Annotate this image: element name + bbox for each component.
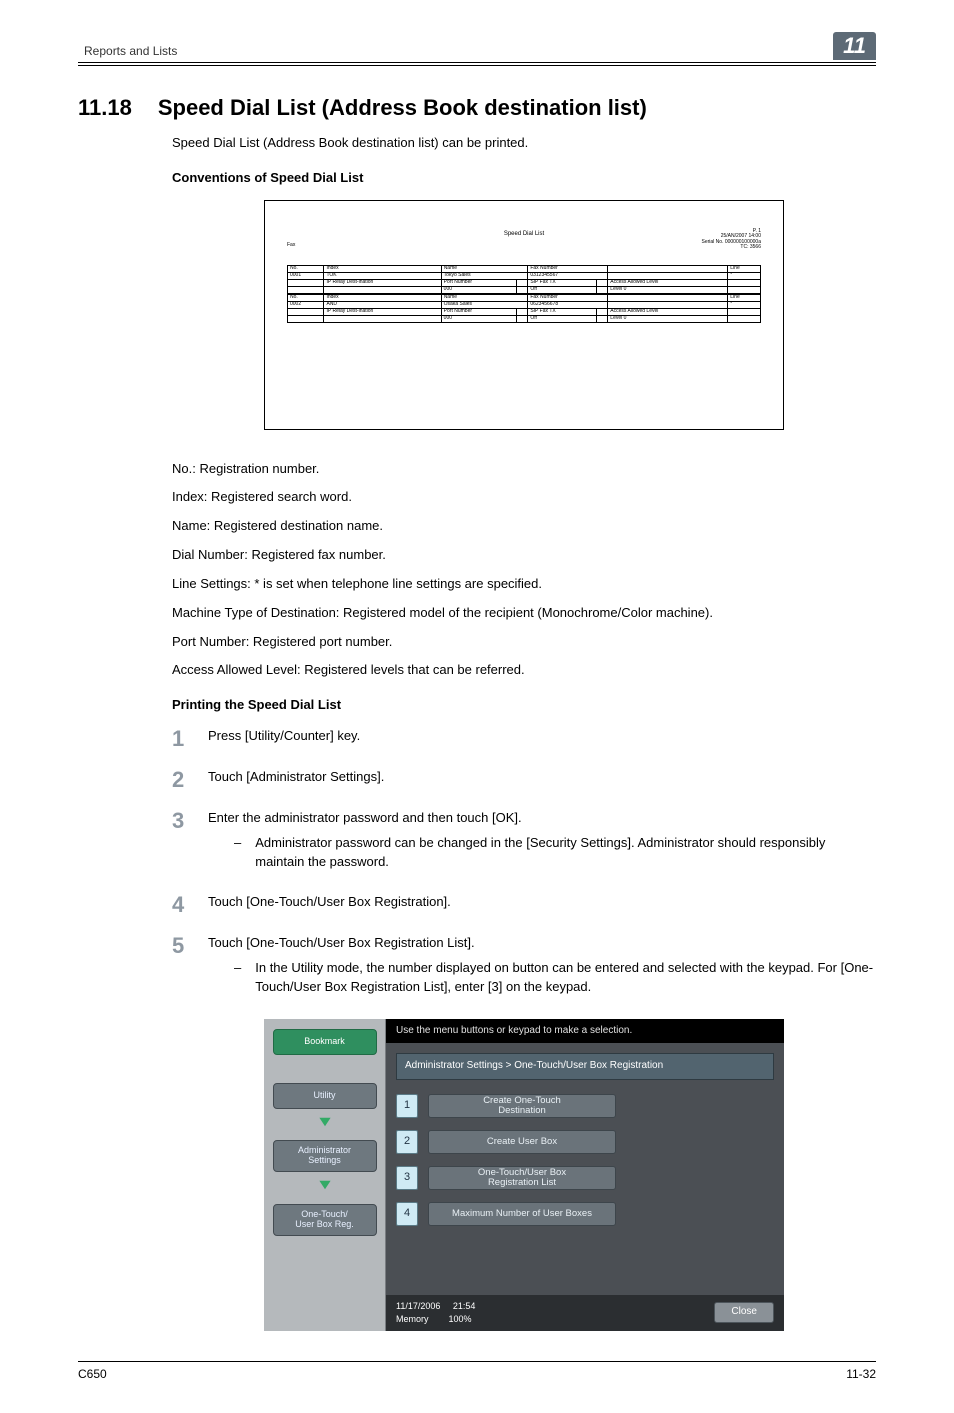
step-number: 4 [172,889,184,921]
def-line: Dial Number: Registered fax number. [172,546,876,565]
onetouch-reg-button[interactable]: One-Touch/ User Box Reg. [273,1204,377,1236]
step-3: 3 Enter the administrator password and t… [208,809,876,872]
chapter-badge: 11 [833,32,876,60]
report-title: Speed Dial List [287,231,761,238]
step-number: 5 [172,930,184,962]
def-line: Name: Registered destination name. [172,517,876,536]
printing-heading: Printing the Speed Dial List [172,696,876,715]
screenshot-sidebar: Bookmark Utility Administrator Settings … [264,1019,386,1331]
status-memory-pct: 100% [449,1314,472,1324]
step-4: 4 Touch [One-Touch/User Box Registration… [208,893,876,912]
step-text: Enter the administrator password and the… [208,810,522,825]
menu-number: 2 [396,1130,418,1154]
step-5: 5 Touch [One-Touch/User Box Registration… [208,934,876,997]
step-text: Touch [One-Touch/User Box Registration L… [208,935,475,950]
breadcrumb: Administrator Settings > One-Touch/User … [396,1053,774,1080]
step-text: Press [Utility/Counter] key. [208,728,360,743]
definitions-list: No.: Registration number. Index: Registe… [172,460,876,681]
status-time: 21:54 [453,1301,476,1311]
step-1: 1 Press [Utility/Counter] key. [208,727,876,746]
def-line: Index: Registered search word. [172,488,876,507]
def-line: No.: Registration number. [172,460,876,479]
footer-left: C650 [78,1366,107,1383]
report-table-2: No.IndexNameFax NumberLine 0002ANDOsaka … [287,294,761,323]
section-intro: Speed Dial List (Address Book destinatio… [172,134,876,153]
status-memory-label: Memory [396,1314,429,1324]
step-2: 2 Touch [Administrator Settings]. [208,768,876,787]
footer-right: 11-32 [846,1366,876,1383]
step-text: Touch [Administrator Settings]. [208,769,384,784]
arrow-down-icon [318,1178,332,1197]
menu-item-create-userbox[interactable]: Create User Box [428,1130,616,1154]
section-number: 11.18 [78,92,132,124]
menu-item-registration-list[interactable]: One-Touch/User Box Registration List [428,1166,616,1190]
device-screenshot: Bookmark Utility Administrator Settings … [264,1019,784,1331]
bookmark-button[interactable]: Bookmark [273,1029,377,1055]
report-preview: P. 1 25/AN/2007 14:00 Serial No. 0000001… [264,200,784,430]
menu-number: 1 [396,1094,418,1118]
step-number: 1 [172,723,184,755]
screenshot-instruction: Use the menu buttons or keypad to make a… [386,1019,784,1044]
dash-icon: – [234,959,241,997]
report-table-1: No.IndexNameFax NumberLine 0001TOKTokyo … [287,265,761,294]
menu-item-create-destination[interactable]: Create One-Touch Destination [428,1094,616,1118]
def-line: Port Number: Registered port number. [172,633,876,652]
substep-text: In the Utility mode, the number displaye… [255,959,876,997]
menu-row-4: 4 Maximum Number of User Boxes [396,1202,774,1226]
admin-settings-button[interactable]: Administrator Settings [273,1140,377,1172]
header-section-label: Reports and Lists [78,43,177,60]
menu-row-3: 3 One-Touch/User Box Registration List [396,1166,774,1190]
def-line: Line Settings: * is set when telephone l… [172,575,876,594]
def-line: Machine Type of Destination: Registered … [172,604,876,623]
utility-button[interactable]: Utility [273,1083,377,1109]
report-group-label: Fax [287,243,761,249]
menu-row-1: 1 Create One-Touch Destination [396,1094,774,1118]
menu-item-max-boxes[interactable]: Maximum Number of User Boxes [428,1202,616,1226]
substep-text: Administrator password can be changed in… [255,834,876,872]
menu-number: 3 [396,1166,418,1190]
dash-icon: – [234,834,241,872]
report-meta-line: TC: 3566 [702,245,762,251]
status-date: 11/17/2006 [396,1301,440,1311]
step-number: 3 [172,805,184,837]
screenshot-main: Use the menu buttons or keypad to make a… [386,1019,784,1331]
conventions-heading: Conventions of Speed Dial List [172,169,876,188]
step-text: Touch [One-Touch/User Box Registration]. [208,894,451,909]
arrow-down-icon [318,1115,332,1134]
step-number: 2 [172,764,184,796]
menu-row-2: 2 Create User Box [396,1130,774,1154]
def-line: Access Allowed Level: Registered levels … [172,661,876,680]
close-button[interactable]: Close [714,1302,774,1323]
menu-number: 4 [396,1202,418,1226]
screenshot-statusbar: 11/17/2006 21:54 Memory 100% Close [386,1295,784,1331]
section-title: Speed Dial List (Address Book destinatio… [158,92,647,124]
